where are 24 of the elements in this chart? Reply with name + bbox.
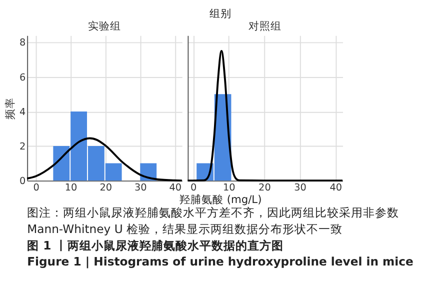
text: 图注：两组小鼠尿液羟脯氨酸水平方差不齐，因此两组比较采用非参数 bbox=[27, 205, 400, 220]
x-tick-label: 30 bbox=[134, 182, 147, 194]
x-tick-label: 40 bbox=[169, 182, 182, 194]
x-tick-label: 0 bbox=[190, 182, 197, 194]
y-tick-label: 6 bbox=[19, 72, 26, 84]
x-tick-label: 30 bbox=[294, 182, 306, 194]
y-tick-label: 4 bbox=[19, 106, 26, 118]
text: 组别 bbox=[210, 7, 232, 20]
x-tick-label: 0 bbox=[33, 182, 40, 194]
x-tick-label: 20 bbox=[100, 182, 112, 194]
x-tick-label: 20 bbox=[258, 182, 271, 194]
y-tick-label: 2 bbox=[19, 141, 26, 152]
chart-title: 实验组 bbox=[88, 20, 121, 33]
y-tick-label: 0 bbox=[19, 176, 26, 187]
x-axis-title: 羟脯氨酸 (mg/L) bbox=[179, 192, 262, 206]
text: Mann-Whitney U 检验，结果显示两组数据分布形状不一致 bbox=[27, 222, 343, 236]
y-tick-label: 8 bbox=[19, 38, 26, 49]
x-tick-label: 40 bbox=[330, 182, 342, 194]
caption: Figure 1 | Histograms of urine hydroxyproline level in mice bbox=[27, 254, 414, 269]
x-tick-label: 10 bbox=[64, 182, 78, 194]
chart-title: 对照组 bbox=[248, 20, 282, 33]
x-tick-label: 10 bbox=[222, 182, 236, 194]
caption: 图 1 丨两组小鼠尿液羟脯氨酸水平数据的直方图 bbox=[27, 238, 284, 252]
y-axis-title: 频率 bbox=[4, 97, 17, 120]
